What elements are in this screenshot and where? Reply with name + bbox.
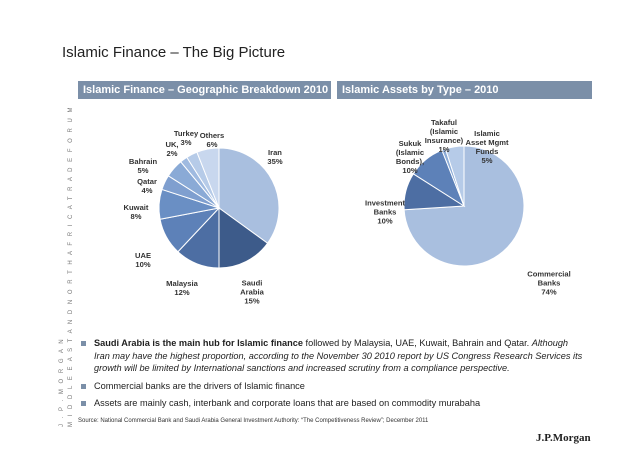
bullet-plain-text: followed by Malaysia, UAE, Kuwait, Bahra… — [302, 338, 532, 348]
assets-label-investment-banks: Investment Banks 10% — [364, 198, 406, 226]
bullet-italic-text: Although Iran may have the highest propo… — [94, 338, 583, 373]
bullet-marker — [81, 401, 86, 406]
geo-label-iran: Iran 35% — [267, 148, 283, 166]
bullet-marker — [81, 341, 86, 346]
bullet-text: Commercial banks are the drivers of Isla… — [94, 380, 305, 391]
geo-label-uae: UAE 10% — [134, 251, 152, 269]
geo-label-uk: UK, 2% — [165, 140, 179, 158]
bullet-marker — [81, 383, 86, 389]
geo-slice-others — [196, 147, 220, 209]
bullet-bold-text: Saudi Arabia is the main hub for Islamic… — [94, 338, 303, 348]
source-note: Source: National Commercial Bank and Sau… — [78, 418, 429, 424]
bullet-item: Saudi Arabia is the main hub for Islamic… — [78, 337, 583, 375]
assets-chart-header: Islamic Assets by Type – 2010 — [337, 81, 592, 99]
bullet-text: Saudi Arabia is the main hub for Islamic… — [94, 337, 583, 375]
assets-slice-islamic-asset-mgmt-funds — [444, 145, 465, 207]
assets-label-islamic-asset-mgmt-funds: Islamic Asset Mgmt Funds 5% — [465, 129, 509, 165]
geo-chart-header: Islamic Finance – Geographic Breakdown 2… — [78, 81, 331, 99]
bullet-item: Commercial banks are the drivers of Isla… — [78, 380, 583, 393]
assets-label-sukuk-islamic-bonds: Sukuk (Islamic Bonds), 10% — [395, 139, 425, 175]
assets-label-commercial-banks: Commercial Banks 74% — [527, 269, 571, 297]
geo-label-qatar: Qatar 4% — [137, 177, 157, 195]
geo-pie — [158, 147, 280, 269]
assets-pie — [403, 145, 525, 267]
bullet-item: Assets are mainly cash, interbank and co… — [78, 397, 583, 410]
page-title: Islamic Finance – The Big Picture — [62, 44, 286, 61]
geo-slice-saudi-arabia — [218, 207, 269, 269]
geo-label-others: Others 6% — [199, 131, 225, 149]
geo-label-malaysia: Malaysia 12% — [166, 279, 198, 297]
bullet-list: Saudi Arabia is the main hub for Islamic… — [78, 337, 583, 415]
geo-label-saudi-arabia: Saudi Arabia 15% — [240, 278, 264, 306]
bullet-text: Assets are mainly cash, interbank and co… — [94, 398, 481, 408]
geo-label-bahrain: Bahrain 5% — [128, 157, 158, 175]
geo-slice-iran — [218, 147, 280, 244]
geo-label-kuwait: Kuwait 8% — [123, 203, 149, 221]
jpmorgan-logo: J.P.Morgan — [536, 432, 591, 444]
geo-label-turkey: Turkey 3% — [173, 129, 199, 147]
assets-label-takaful-islamic-insurance: Takaful (Islamic Insurance) 1% — [424, 118, 464, 154]
